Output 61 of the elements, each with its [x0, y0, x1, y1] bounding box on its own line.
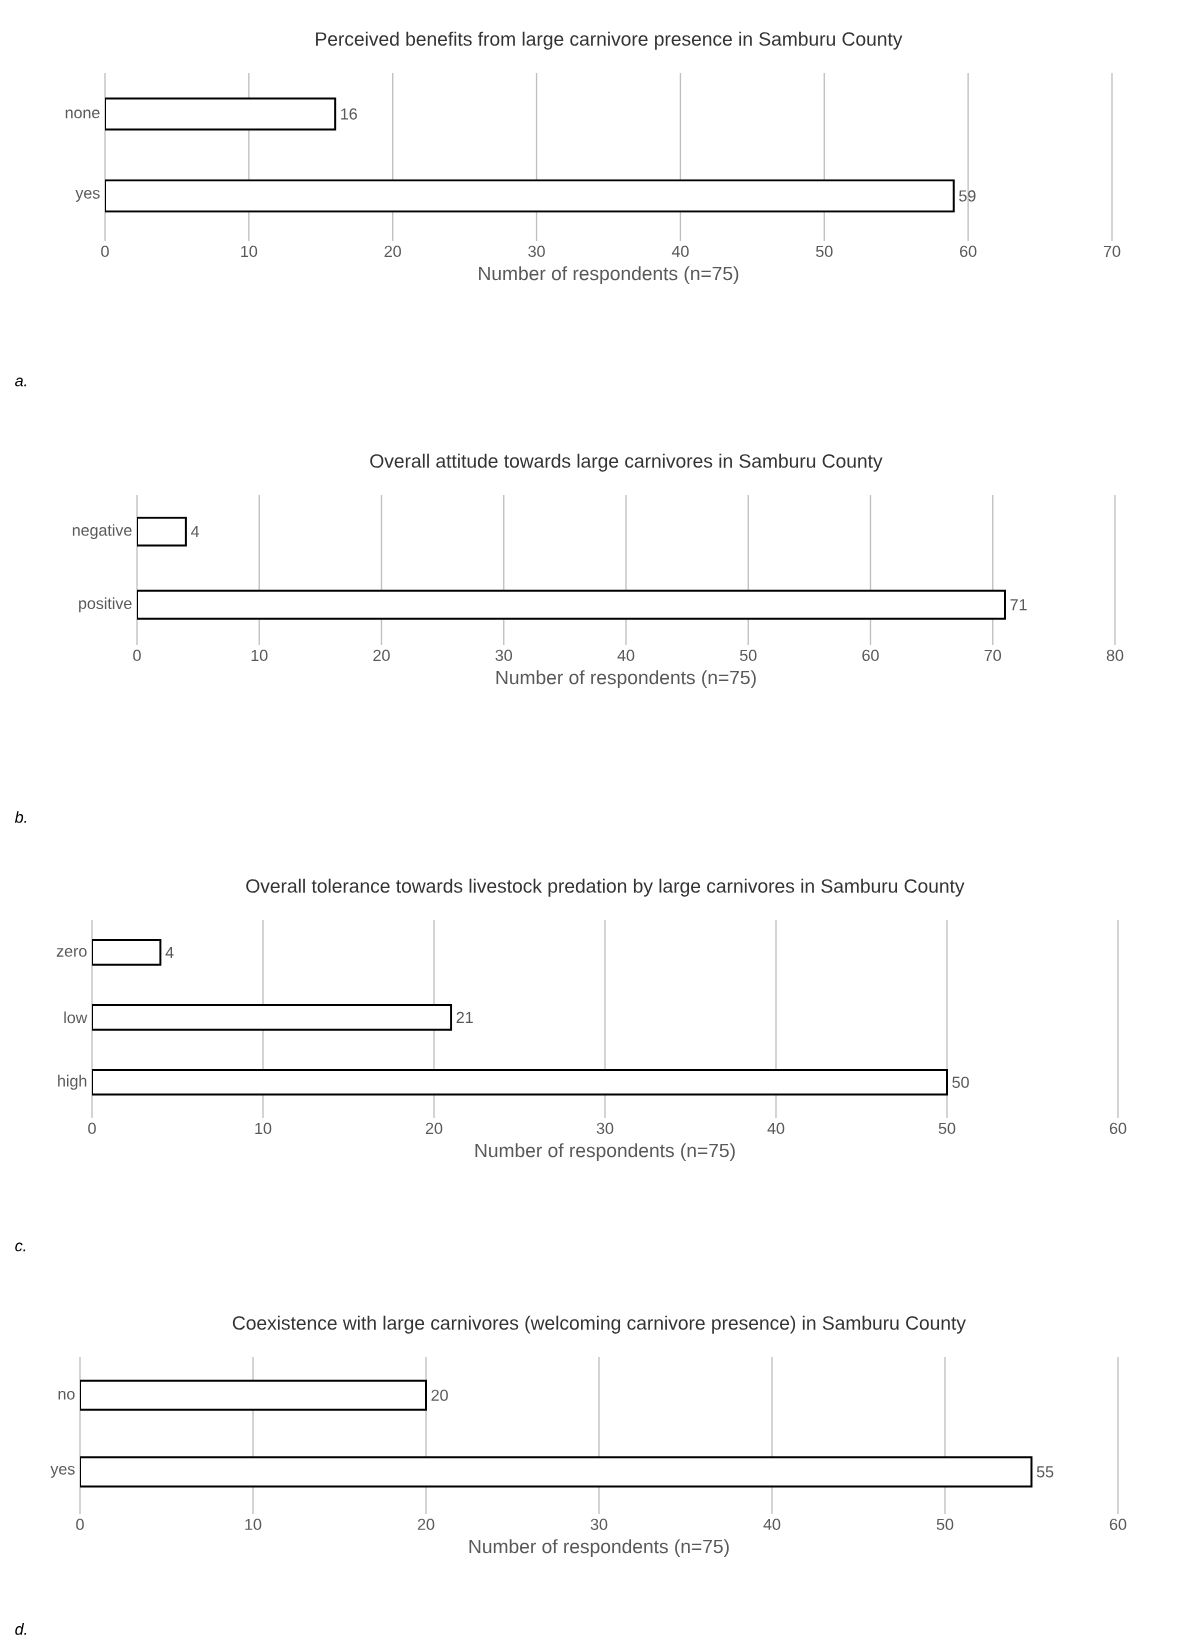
data-label: 20	[431, 1389, 448, 1401]
x-tick-label: 10	[251, 649, 268, 662]
y-tick-label: yes	[75, 189, 100, 202]
y-tick-label: no	[58, 1390, 75, 1400]
x-axis-title: Number of respondents (n=75)	[496, 670, 756, 689]
data-label: 55	[1036, 1466, 1054, 1478]
y-tick-label: low	[64, 1011, 88, 1024]
data-label: 4	[190, 526, 200, 538]
x-tick-label: 40	[671, 245, 689, 258]
y-tick-label: yes	[50, 1465, 75, 1478]
x-tick-label: 30	[495, 649, 513, 662]
x-tick-label: 30	[596, 1122, 614, 1135]
x-tick-label: 20	[384, 245, 401, 258]
data-label: 21	[456, 1011, 473, 1023]
x-tick-label: 0	[88, 1122, 96, 1135]
chart-title: Coexistence with large carnivores (welcoming carnivore presence) in Samburu County	[232, 1315, 966, 1334]
x-tick-label: 0	[76, 1518, 84, 1531]
x-tick-label: 20	[417, 1518, 435, 1531]
y-tick-label: zero	[56, 948, 87, 957]
x-tick-label: 0	[101, 245, 109, 258]
x-tick-label: 70	[1103, 245, 1121, 258]
data-label: 16	[341, 108, 357, 120]
y-tick-label: none	[65, 109, 100, 119]
text: d.	[15, 1623, 27, 1635]
chart-title: Overall attitude towards large carnivores in Samburu County	[370, 453, 883, 472]
data-label: 59	[959, 190, 976, 202]
y-tick-label: high	[58, 1074, 87, 1090]
x-tick-label: 40	[617, 649, 635, 662]
x-axis-title: Number of respondents (n=75)	[469, 1539, 729, 1558]
x-tick-label: 70	[984, 649, 1002, 662]
x-tick-label: 30	[590, 1518, 608, 1531]
x-tick-label: 60	[1109, 1122, 1127, 1135]
x-tick-label: 60	[862, 649, 879, 662]
text: c.	[15, 1242, 26, 1252]
chart-title: Perceived benefits from large carnivore presence in Samburu County	[316, 31, 903, 50]
x-tick-label: 20	[373, 649, 390, 662]
x-tick-label: 10	[241, 245, 258, 258]
text: b.	[14, 811, 27, 823]
x-tick-label: 0	[133, 649, 141, 662]
x-tick-label: 60	[960, 245, 977, 258]
x-tick-label: 40	[767, 1122, 785, 1135]
x-tick-label: 10	[245, 1518, 262, 1531]
x-tick-label: 50	[936, 1518, 954, 1531]
y-tick-label: negative	[72, 524, 132, 540]
x-tick-label: 40	[763, 1518, 781, 1531]
x-axis-title: Number of respondents (n=75)	[479, 266, 739, 285]
x-tick-label: 50	[816, 245, 833, 258]
text: a.	[15, 377, 27, 387]
x-axis-title: Number of respondents (n=75)	[475, 1143, 735, 1162]
x-tick-label: 80	[1106, 649, 1124, 662]
data-label: 50	[952, 1076, 969, 1088]
data-label: 71	[1010, 599, 1027, 611]
x-tick-label: 20	[425, 1122, 443, 1135]
y-tick-label: positive	[79, 597, 132, 613]
data-label: 4	[165, 946, 174, 958]
x-tick-label: 30	[528, 245, 545, 258]
x-tick-label: 10	[255, 1122, 272, 1135]
x-tick-label: 50	[938, 1122, 956, 1135]
x-tick-label: 50	[739, 649, 757, 662]
chart-title: Overall tolerance towards livestock predation by large carnivores in Samburu County	[246, 878, 965, 897]
x-tick-label: 60	[1109, 1518, 1127, 1531]
